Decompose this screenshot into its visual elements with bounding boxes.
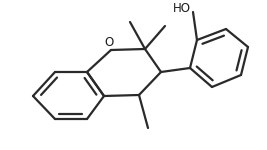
Text: O: O xyxy=(104,36,114,48)
Text: HO: HO xyxy=(173,2,191,15)
